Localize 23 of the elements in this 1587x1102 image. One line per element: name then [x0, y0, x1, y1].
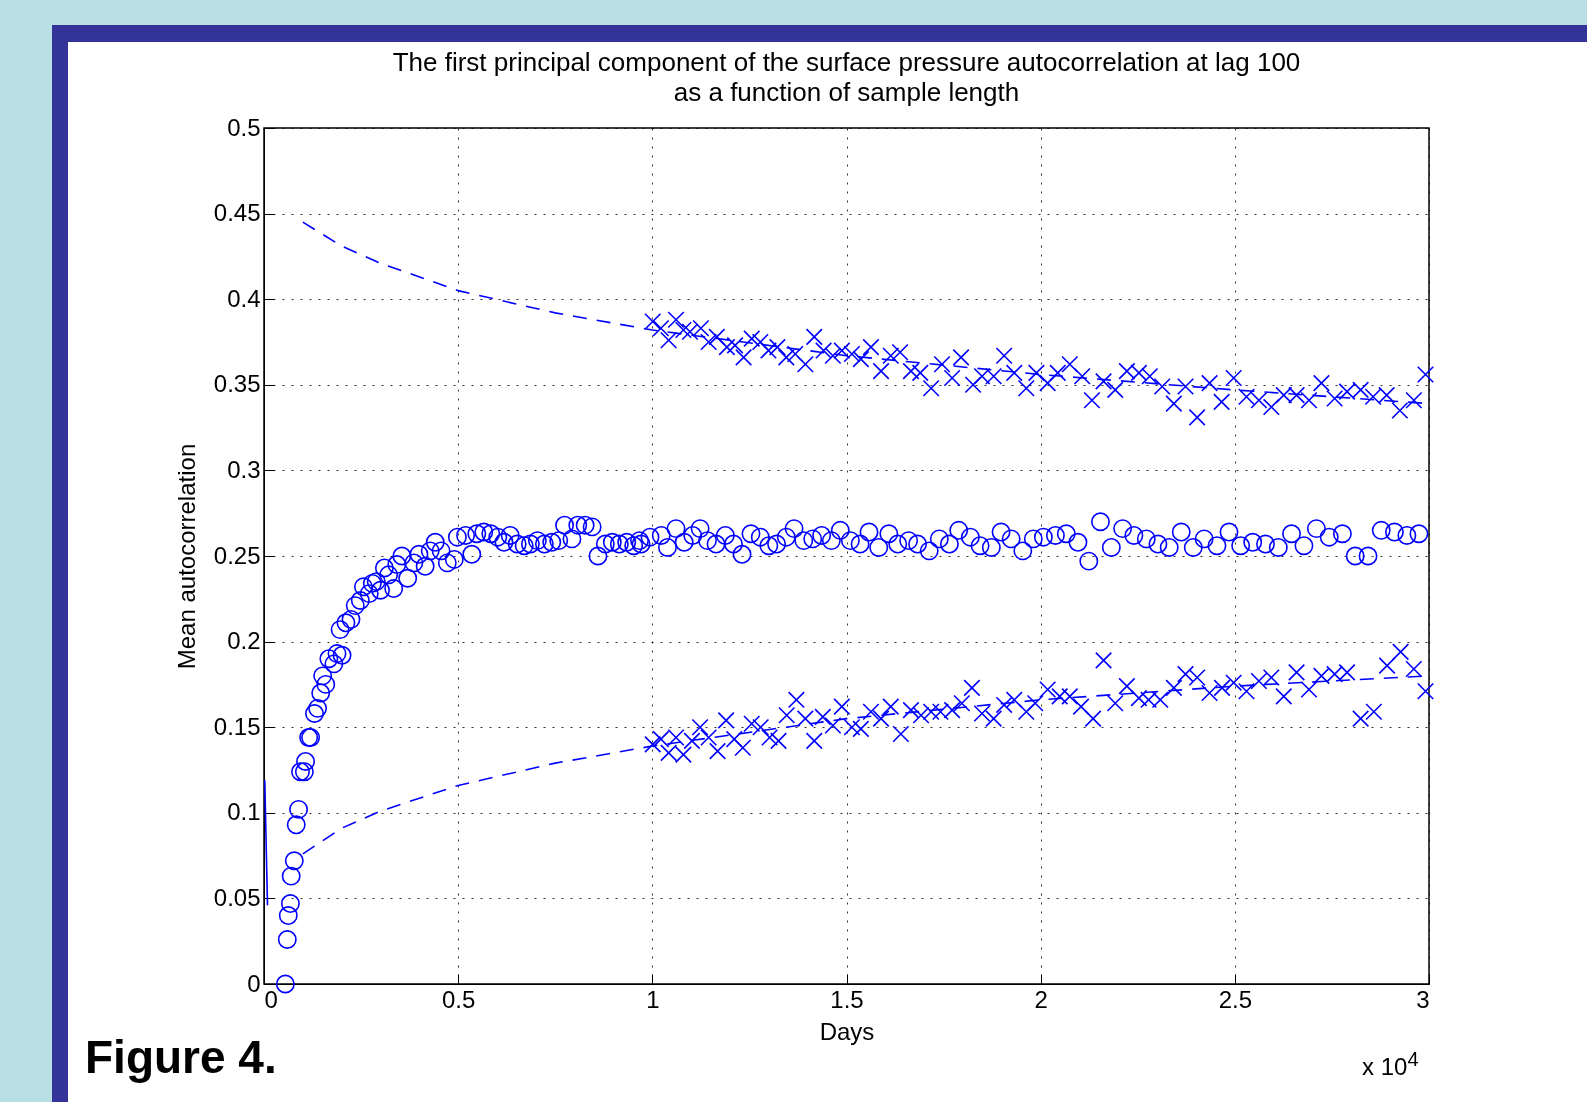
- caption: Figure 4.: [85, 1030, 277, 1084]
- y-tick-label: 0.1: [227, 798, 261, 826]
- text: x 10$^{4}$: [1362, 1048, 1419, 1081]
- x-tick-label: 1.5: [830, 985, 864, 1013]
- x-tick-label: 0.5: [441, 985, 476, 1013]
- x-tick-label: 0: [264, 985, 278, 1013]
- x-tick-label: 2: [1034, 985, 1048, 1013]
- y-tick-label: 0.25: [213, 541, 261, 569]
- x-tick-label: 2.5: [1218, 985, 1253, 1013]
- x-tick-label: 1: [646, 985, 660, 1013]
- chart-subtitle: as a function of sample length: [673, 77, 1020, 107]
- x-tick-label: 3: [1416, 985, 1430, 1013]
- y-tick-label: 0.35: [213, 370, 261, 398]
- y-axis-title: Mean autocorrelation: [172, 443, 200, 670]
- y-tick-label: 0.4: [227, 284, 261, 312]
- y-tick-label: 0.3: [227, 455, 261, 483]
- y-tick-label: 0.15: [213, 712, 261, 740]
- x-axis-title: Days: [819, 1017, 875, 1045]
- y-tick-label: 0.2: [227, 627, 261, 655]
- y-tick-label: 0.45: [213, 199, 261, 227]
- y-tick-label: 0.05: [213, 883, 261, 911]
- chart-title: The first principal component of the surface pressure autocorrelation at lag 100: [392, 47, 1301, 77]
- y-tick-label: 0.5: [227, 113, 261, 141]
